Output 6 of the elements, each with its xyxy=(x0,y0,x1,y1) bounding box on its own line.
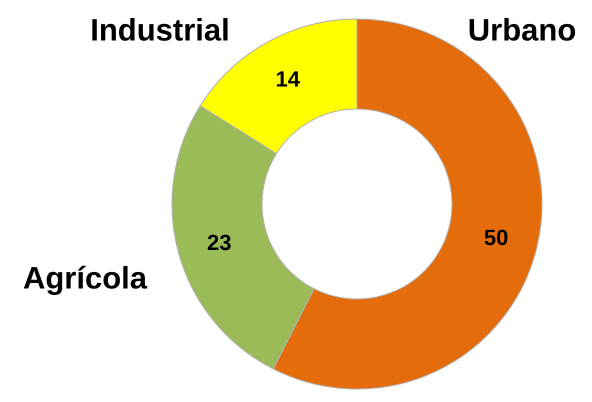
data-label: 50 xyxy=(484,224,508,250)
data-label: 14 xyxy=(276,66,301,92)
slice-label: Urbano xyxy=(468,12,576,48)
data-label: 23 xyxy=(206,230,232,255)
slice-label: Industrial xyxy=(90,12,230,48)
slice-label: Agrícola xyxy=(22,260,148,296)
